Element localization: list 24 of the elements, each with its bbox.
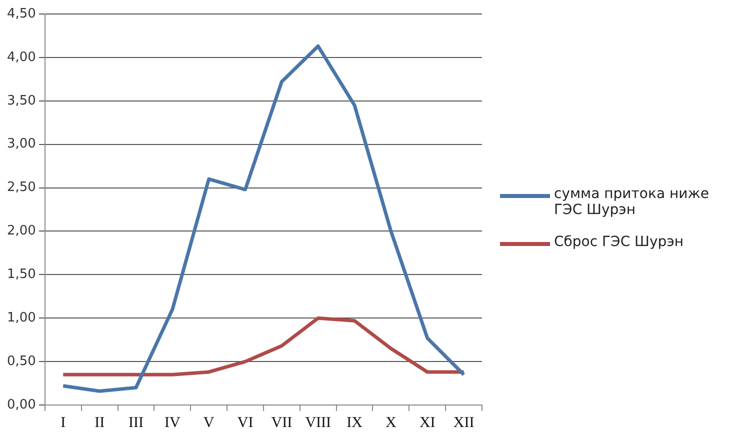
legend-label: сумма притока ниже ГЭС Шурэн	[554, 186, 710, 218]
x-tick-label: I	[60, 414, 66, 431]
y-tick-label: 0,00	[6, 397, 36, 412]
x-tick-label: V	[203, 414, 214, 431]
x-tick-label: IX	[346, 414, 363, 431]
x-tick-label: VIII	[305, 414, 332, 431]
y-tick-label: 0,50	[6, 354, 36, 369]
x-tick-label: II	[94, 414, 105, 431]
x-tick-label: III	[128, 414, 144, 431]
y-tick-label: 2,50	[6, 180, 36, 196]
y-tick-label: 2,00	[6, 224, 36, 239]
y-tick-label: 4,50	[6, 6, 36, 22]
x-tick-label: IV	[164, 414, 180, 431]
y-tick-label: 3,50	[6, 93, 36, 108]
y-tick-label: 1,50	[6, 267, 36, 282]
x-tick-label: XII	[453, 414, 474, 431]
x-tick-label: VII	[271, 414, 292, 431]
y-tick-label: 3,00	[6, 136, 36, 152]
y-tick-label: 1,00	[6, 310, 36, 326]
x-tick-label: X	[386, 414, 397, 431]
x-tick-label: VI	[237, 414, 254, 431]
y-tick-label: 4,00	[6, 50, 36, 65]
x-tick-label: XI	[419, 414, 436, 431]
legend-label: Сброс ГЭС Шурэн	[554, 234, 684, 250]
